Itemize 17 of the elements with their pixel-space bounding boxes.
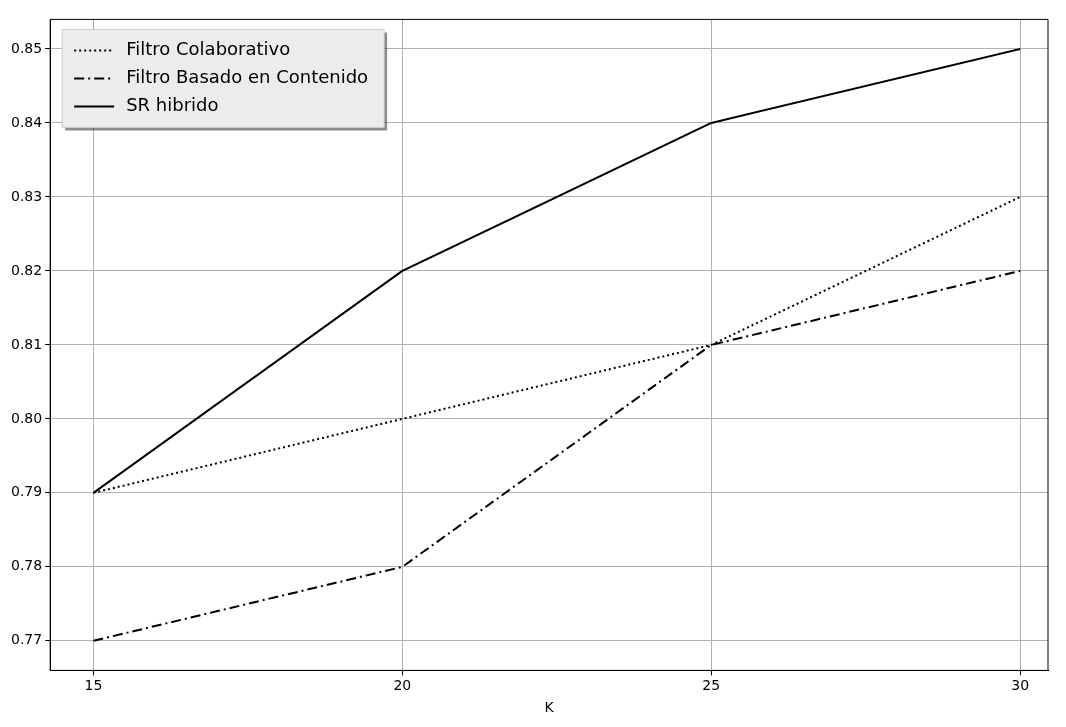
y-tick-label: 0.82 [11, 261, 43, 278]
x-tick-label: 20 [393, 677, 412, 694]
x-tick-label: 15 [84, 677, 103, 694]
y-tick-label: 0.83 [11, 187, 43, 204]
x-tick-label: 30 [1011, 677, 1030, 694]
legend-label: Filtro Colaborativo [126, 38, 291, 60]
x-tick-label: 25 [702, 677, 721, 694]
y-tick-label: 0.84 [11, 113, 43, 130]
y-tick-label: 0.78 [11, 557, 43, 574]
y-tick-label: 0.85 [11, 39, 43, 56]
legend-label: SR hibrido [126, 94, 219, 116]
y-tick-label: 0.81 [11, 335, 43, 352]
legend-label: Filtro Basado en Contenido [126, 66, 369, 88]
y-tick-label: 0.77 [11, 631, 43, 648]
y-tick-label: 0.79 [11, 483, 43, 500]
y-tick-label: 0.80 [11, 409, 43, 426]
x-axis-title: K [544, 699, 555, 716]
